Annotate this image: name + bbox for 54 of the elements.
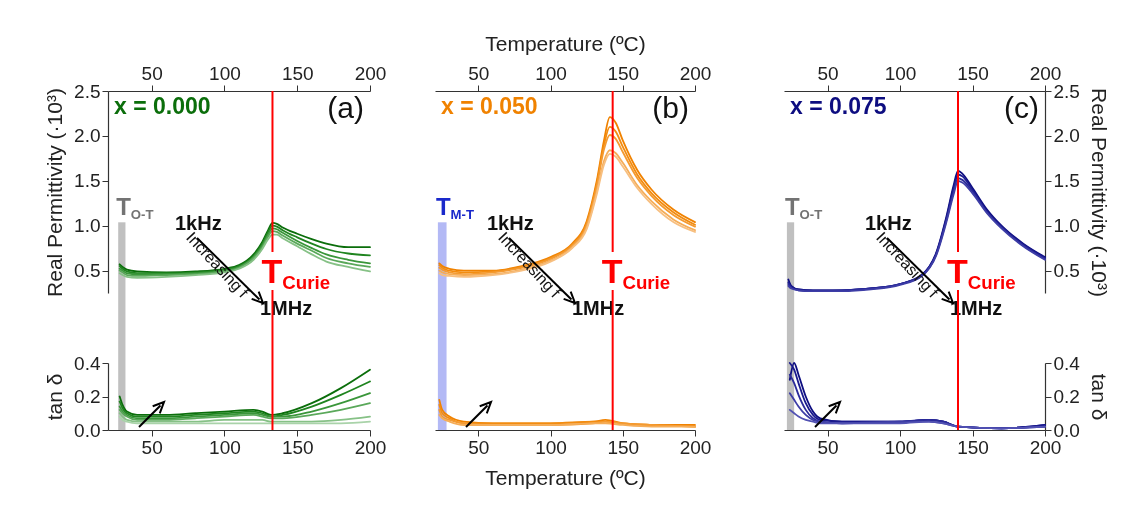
x-tick-label: 150 — [607, 62, 640, 84]
annotation: (c) — [1004, 91, 1039, 124]
band-label: T$_{O-T}$ — [784, 193, 823, 222]
x-axis-title: Temperature (ºC) — [485, 31, 646, 55]
y2-axis-title: Real Permittivity (·10³) — [1087, 88, 1111, 297]
y-axis-title: tan δ — [43, 373, 67, 421]
y2-tick-label: 0.5 — [1053, 260, 1080, 282]
ref-line-label: T$_{Curie}$ — [601, 252, 671, 293]
y-tick-label: 1.0 — [74, 215, 101, 237]
y2-tick-label: 0.4 — [1053, 352, 1081, 374]
x-tick-label: 150 — [281, 62, 314, 84]
y2-tick-label: 1.0 — [1053, 215, 1080, 237]
x-tick-label: 100 — [884, 436, 917, 458]
y2-tick-label: 1.5 — [1053, 170, 1080, 192]
annotation: (b) — [652, 91, 689, 124]
y2-axis-title: tan δ — [1087, 373, 1111, 421]
x-tick-label: 100 — [535, 62, 567, 84]
ref-line-label: T$_{Curie}$ — [947, 252, 1016, 293]
x-tick-label: 50 — [141, 62, 163, 84]
y2-tick-label: 2.0 — [1053, 125, 1080, 147]
x-axis-title: Temperature (ºC) — [485, 465, 646, 489]
x-tick-label: 200 — [354, 62, 387, 84]
x-tick-label: 50 — [817, 436, 839, 458]
y2-tick-label: 0.2 — [1053, 386, 1080, 407]
y-axis-title: Real Permittivity (·10³) — [43, 88, 67, 297]
x-tick-label: 200 — [679, 62, 712, 84]
x-tick-label: 50 — [817, 62, 839, 84]
x-tick-label: 150 — [957, 62, 989, 84]
x-tick-label: 50 — [468, 62, 490, 84]
x-tick-label: 50 — [468, 436, 490, 458]
y-tick-label: 0.4 — [74, 352, 101, 374]
y-tick-label: 0.0 — [74, 419, 101, 441]
x-tick-label: 150 — [607, 436, 640, 458]
band-label: T$_{O-T}$ — [116, 193, 154, 222]
x-tick-label: 200 — [679, 436, 712, 458]
x-tick-label: 100 — [535, 436, 567, 458]
chart-title: x = 0.075 — [790, 93, 887, 119]
y-tick-label: 0.2 — [74, 386, 101, 407]
annotation: (a) — [327, 91, 364, 124]
y-tick-label: 0.5 — [74, 260, 101, 282]
x-tick-label: 200 — [354, 436, 387, 458]
y-tick-label: 1.5 — [74, 170, 101, 192]
x-tick-label: 150 — [957, 436, 989, 458]
x-tick-label: 100 — [209, 436, 241, 458]
x-tick-label: 50 — [141, 436, 163, 458]
y-tick-label: 2.0 — [74, 125, 101, 147]
y-tick-label: 2.5 — [74, 80, 101, 102]
x-tick-label: 100 — [884, 62, 917, 84]
chart-title: x = 0.050 — [441, 93, 538, 119]
band-label: T$_{M-T}$ — [435, 193, 474, 222]
x-tick-label: 150 — [281, 436, 314, 458]
x-tick-label: 100 — [209, 62, 241, 84]
chart-title: x = 0.000 — [114, 93, 211, 119]
ref-line-label: T$_{Curie}$ — [261, 252, 331, 293]
